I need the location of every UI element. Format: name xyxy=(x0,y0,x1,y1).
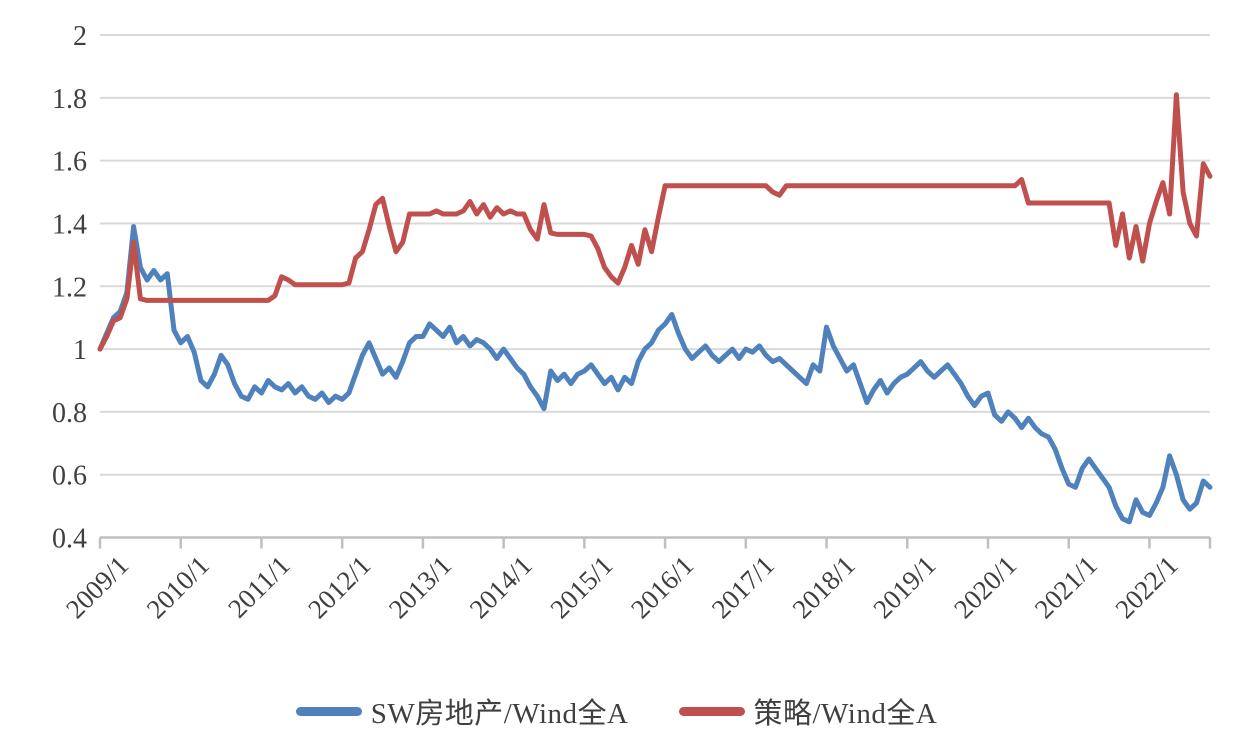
y-axis-label-0.6: 0.6 xyxy=(52,461,87,492)
series-line-1 xyxy=(97,92,1213,352)
x-axis-label-2009/1: 2009/1 xyxy=(60,550,134,624)
line-chart-plot-area: 0.4 0.6 0.8 1 1.2 1.4 1.6 1.8 2 2009/1 2010/1 2011/… xyxy=(52,21,1213,624)
x-axis-label-2012/1: 2012/1 xyxy=(302,550,376,624)
x-axis-label-2016/1: 2016/1 xyxy=(625,550,699,624)
legend-line-swatch-blue xyxy=(295,706,362,716)
y-axis-label-1: 1 xyxy=(73,335,87,366)
legend-label-strategy: 策略/Wind全A xyxy=(753,698,938,730)
legend-item-sw-realestate: SW房地产/Wind全A xyxy=(295,690,629,732)
y-axis-label-1.2: 1.2 xyxy=(52,272,87,303)
y-axis-label-1.6: 1.6 xyxy=(52,147,87,178)
x-axis-label-2013/1: 2013/1 xyxy=(383,550,457,624)
y-axis-label-0.4: 0.4 xyxy=(52,524,87,555)
y-axis-label-2: 2 xyxy=(73,21,87,52)
x-axis-label-2011/1: 2011/1 xyxy=(222,550,296,624)
x-axis-label-2022/1: 2022/1 xyxy=(1109,550,1183,624)
x-axis-label-2019/1: 2019/1 xyxy=(867,550,941,624)
legend-line-swatch-red xyxy=(678,706,745,716)
legend-label-sw-realestate: SW房地产/Wind全A xyxy=(370,698,629,730)
x-axis-label-2020/1: 2020/1 xyxy=(948,550,1022,624)
series-line-0 xyxy=(97,224,1213,525)
x-axis-label-2015/1: 2015/1 xyxy=(544,550,618,624)
y-axis-label-1.4: 1.4 xyxy=(52,209,87,240)
x-axis-label-2017/1: 2017/1 xyxy=(706,550,780,624)
x-axis-label-2018/1: 2018/1 xyxy=(787,550,861,624)
legend-item-strategy: 策略/Wind全A xyxy=(678,690,938,732)
x-axis-label-2021/1: 2021/1 xyxy=(1029,550,1103,624)
x-axis-label-2014/1: 2014/1 xyxy=(464,550,538,624)
y-axis-label-0.8: 0.8 xyxy=(52,398,87,429)
x-axis-label-2010/1: 2010/1 xyxy=(141,550,215,624)
y-axis-label-1.8: 1.8 xyxy=(52,84,87,115)
legend: SW房地产/Wind全A 策略/Wind全A xyxy=(0,690,1233,732)
